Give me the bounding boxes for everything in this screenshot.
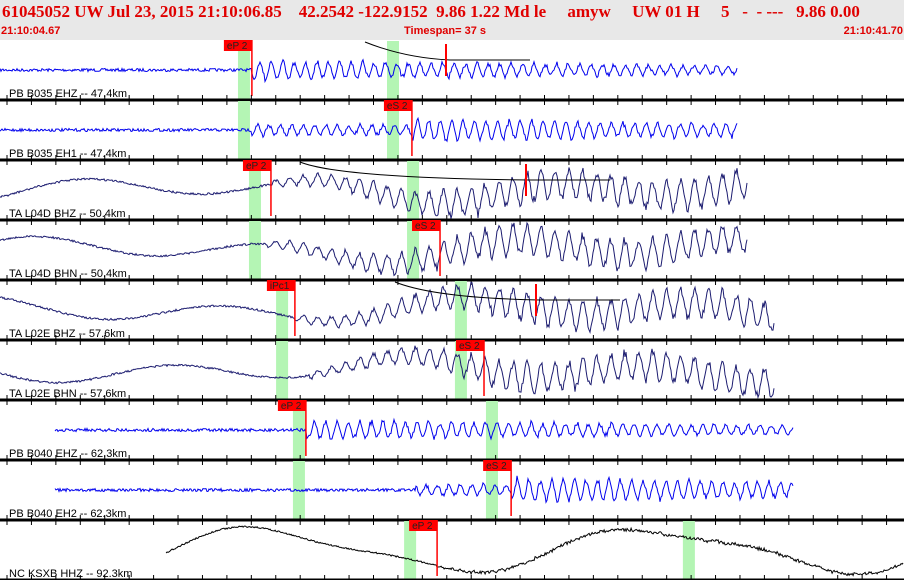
channel-label: TA L02E BHN -- 57.6km <box>9 388 126 400</box>
pick-label: eP 2 <box>246 161 267 172</box>
pick-flag[interactable] <box>483 460 512 471</box>
channel-label: NC KSXB HHZ -- 92.3km <box>9 568 132 580</box>
start-time: 21:10:04.67 <box>1 25 61 37</box>
coda-duration-curve <box>299 161 610 181</box>
seismogram-panel[interactable]: eP 2 PB B035 EHZ -- 47.4km eS 2 PB B035 EH1… <box>0 40 904 580</box>
pick-label: eS 2 <box>415 221 436 232</box>
predicted-arrival-window <box>237 101 250 160</box>
waveform-trace <box>54 475 794 504</box>
waveform-trace <box>54 417 794 441</box>
pick-flag[interactable] <box>242 160 271 171</box>
channel-label: TA L02E BHZ -- 57.6km <box>9 328 125 340</box>
waveform-trace <box>0 58 738 84</box>
predicted-arrival-window <box>387 41 400 100</box>
coda-duration-curve <box>394 281 620 301</box>
pick-flag[interactable] <box>409 520 438 531</box>
pick-label: eS 2 <box>459 341 480 352</box>
waveform-trace <box>165 525 904 577</box>
predicted-arrival-window <box>404 521 417 580</box>
pick-flag[interactable] <box>456 340 485 351</box>
channel-label: PB B040 EHZ -- 62.3km <box>9 448 127 460</box>
pick-label: iPc1 <box>270 281 290 292</box>
pick-label: eP 2 <box>412 521 433 532</box>
waveform-trace <box>0 345 775 400</box>
predicted-arrival-window <box>407 161 420 220</box>
channel-label: TA L04D BHZ -- 50.4km <box>9 208 126 220</box>
event-header: 61045052 UW Jul 23, 2015 21:10:06.85 42.… <box>0 0 904 40</box>
predicted-arrival-window <box>485 401 498 460</box>
pick-label: eS 2 <box>387 101 408 112</box>
pick-label: eP 2 <box>227 41 248 52</box>
waveform-trace <box>0 221 748 277</box>
waveform-trace <box>0 167 748 219</box>
pick-flag[interactable] <box>266 280 295 291</box>
coda-duration-curve <box>364 41 530 61</box>
pick-flag[interactable] <box>277 400 306 411</box>
pick-flag[interactable] <box>383 100 412 111</box>
waveform-trace <box>0 116 738 143</box>
predicted-arrival-window <box>454 281 467 340</box>
channel-label: TA L04D BHN -- 50.4km <box>9 268 127 280</box>
channel-label: PB B040 EH2 -- 62.3km <box>9 508 126 520</box>
pick-label: eS 2 <box>486 461 507 472</box>
channel-label: PB B035 EHZ -- 47.4km <box>9 88 127 100</box>
predicted-arrival-window <box>276 281 289 340</box>
predicted-arrival-window <box>682 521 695 580</box>
event-summary: 61045052 UW Jul 23, 2015 21:10:06.85 42.… <box>2 2 860 21</box>
predicted-arrival-window <box>248 221 261 280</box>
predicted-arrival-window <box>276 341 289 400</box>
pick-flag[interactable] <box>223 40 252 51</box>
waveform-trace <box>0 281 775 334</box>
channel-label: PB B035 EH1 -- 47.4km <box>9 148 126 160</box>
pick-label: eP 2 <box>281 401 302 412</box>
timespan: Timespan= 37 s <box>404 25 487 37</box>
predicted-arrival-window <box>407 221 420 280</box>
predicted-arrival-window <box>387 101 400 160</box>
end-time: 21:10:41.70 <box>843 25 903 37</box>
predicted-arrival-window <box>248 161 261 220</box>
pick-flag[interactable] <box>412 220 441 231</box>
